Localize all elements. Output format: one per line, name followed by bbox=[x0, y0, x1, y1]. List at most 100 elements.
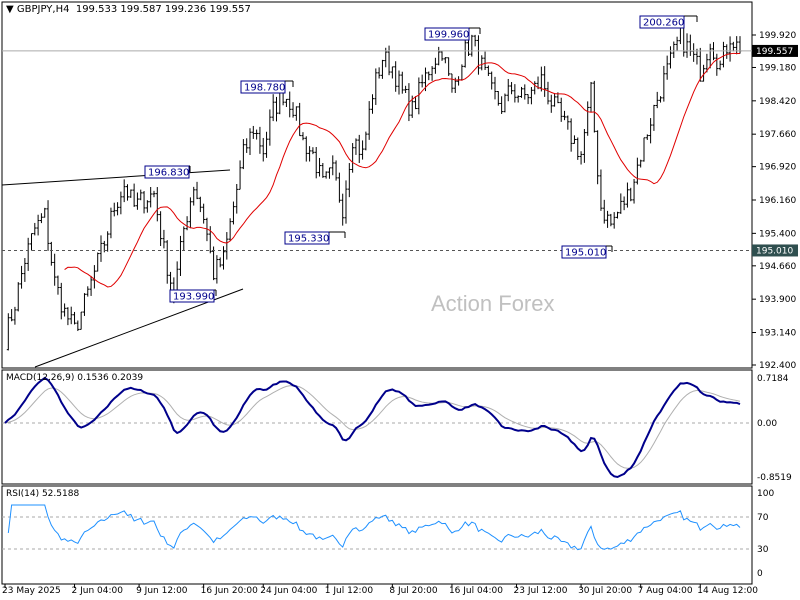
ohlc-bar bbox=[205, 217, 209, 242]
ohlc-bar bbox=[228, 218, 232, 241]
annotation-text: 200.260 bbox=[643, 18, 684, 29]
ohlc-bar bbox=[506, 78, 510, 102]
ohlc-bar bbox=[56, 275, 60, 295]
ohlc-bar bbox=[308, 146, 312, 162]
ohlc-bar bbox=[314, 147, 318, 179]
macd-panel bbox=[1, 369, 753, 485]
ohlc-bar bbox=[576, 137, 580, 160]
ohlc-bar bbox=[92, 265, 96, 289]
ohlc-bar bbox=[516, 95, 520, 103]
ohlc-bar bbox=[675, 36, 679, 51]
x-tick-label: 1 Jul 12:00 bbox=[325, 586, 374, 596]
ohlc-bar bbox=[298, 102, 302, 137]
ohlc-bar bbox=[433, 57, 437, 74]
ohlc-bar bbox=[612, 212, 616, 229]
ohlc-bar bbox=[152, 190, 156, 198]
ohlc-bar bbox=[645, 134, 649, 140]
ohlc-bar bbox=[596, 130, 600, 185]
price-annotation: 198.780 bbox=[240, 80, 294, 94]
ohlc-bar bbox=[377, 67, 381, 79]
ohlc-bar bbox=[215, 255, 219, 284]
ohlc-bar bbox=[708, 43, 712, 69]
ohlc-bar bbox=[43, 207, 47, 218]
x-tick-label: 2 Jun 04:00 bbox=[72, 586, 124, 596]
ohlc-bar bbox=[635, 157, 639, 185]
annotation-box bbox=[144, 165, 190, 179]
symbol: GBPJPY,H4 bbox=[16, 4, 70, 15]
ohlc-bar bbox=[486, 65, 490, 77]
ohlc-bar bbox=[632, 178, 636, 204]
ohlc-bar bbox=[304, 136, 308, 162]
ohlc-bar bbox=[212, 246, 216, 281]
ohlc-bar bbox=[165, 240, 169, 284]
ohlc-bar bbox=[447, 57, 451, 76]
chart-title: ▼ GBPJPY,H4 199.533 199.587 199.236 199.… bbox=[6, 4, 251, 15]
ohlc-bar bbox=[665, 55, 669, 80]
ohlc-bar bbox=[135, 192, 139, 210]
ohlc-bar bbox=[652, 104, 656, 131]
ohlc-bar bbox=[129, 189, 133, 198]
ohlc-bar bbox=[311, 147, 315, 155]
dropdown-triangle-icon[interactable]: ▼ bbox=[6, 4, 14, 15]
x-tick-label: 23 Jul 12:00 bbox=[514, 586, 568, 596]
ohlc-bar bbox=[526, 94, 530, 105]
ohlc-bar bbox=[29, 233, 33, 251]
ohlc-bar bbox=[367, 101, 371, 140]
ohlc-bar bbox=[318, 157, 322, 177]
ohlc-bar bbox=[606, 210, 610, 228]
ohlc-bar bbox=[126, 184, 129, 201]
ohlc-bar bbox=[46, 200, 50, 251]
ohlc-bar bbox=[721, 41, 725, 68]
ohlc-bar bbox=[513, 84, 517, 103]
ohlc-bar bbox=[10, 309, 14, 322]
ohlc-bar bbox=[202, 203, 206, 224]
ohlc-bar bbox=[394, 61, 398, 92]
y-tick-label: 195.400 bbox=[759, 229, 796, 239]
rsi-title: RSI(14) 52.5188 bbox=[6, 489, 80, 499]
ohlc-bar bbox=[529, 87, 533, 105]
annotation-box bbox=[561, 245, 607, 259]
current-price-tag bbox=[752, 44, 798, 57]
ohlc-bar bbox=[589, 81, 593, 113]
ohlc-open: 199.533 bbox=[75, 4, 118, 15]
ohlc-bar bbox=[685, 33, 689, 58]
ohlc-bar bbox=[702, 64, 706, 82]
ohlc-bar bbox=[106, 231, 110, 252]
ohlc-bar bbox=[668, 46, 672, 69]
level-tag bbox=[752, 244, 798, 257]
ohlc-bar bbox=[258, 126, 262, 154]
ohlc-bar bbox=[112, 202, 116, 217]
ohlc-bar bbox=[20, 265, 24, 289]
ohlc-bar bbox=[225, 232, 229, 260]
ohlc-bar bbox=[248, 128, 252, 156]
ohlc-bar bbox=[63, 303, 67, 317]
ohlc-bar bbox=[427, 71, 431, 81]
ohlc-bar bbox=[539, 66, 543, 92]
ohlc-bar bbox=[222, 246, 226, 270]
ohlc-bar bbox=[490, 71, 494, 90]
ohlc-bar bbox=[324, 171, 328, 179]
macd-line bbox=[4, 376, 741, 479]
rsi-panel bbox=[1, 485, 753, 585]
ohlc-bar bbox=[192, 186, 196, 206]
y-tick-label: 199.180 bbox=[759, 63, 796, 73]
price-panel bbox=[1, 1, 753, 369]
x-tick-label: 30 Jul 20:00 bbox=[578, 586, 632, 596]
ohlc-bar bbox=[374, 68, 378, 105]
ohlc-bar bbox=[162, 229, 166, 249]
ohlc-bar bbox=[76, 320, 80, 332]
ohlc-bar bbox=[142, 191, 146, 214]
ohlc-low: 199.236 bbox=[164, 4, 207, 15]
ohlc-bar bbox=[347, 163, 351, 198]
ohlc-bar bbox=[569, 118, 573, 152]
price-annotation: 193.990 bbox=[169, 289, 217, 303]
price-annotation: 195.330 bbox=[284, 231, 346, 245]
ohlc-bar bbox=[155, 187, 159, 222]
ohlc-bar bbox=[341, 193, 345, 226]
ohlc-bar bbox=[321, 163, 325, 178]
ohlc-bar bbox=[390, 66, 394, 79]
ohlc-bar bbox=[185, 216, 189, 231]
current-price-label: 199.557 bbox=[756, 47, 793, 57]
